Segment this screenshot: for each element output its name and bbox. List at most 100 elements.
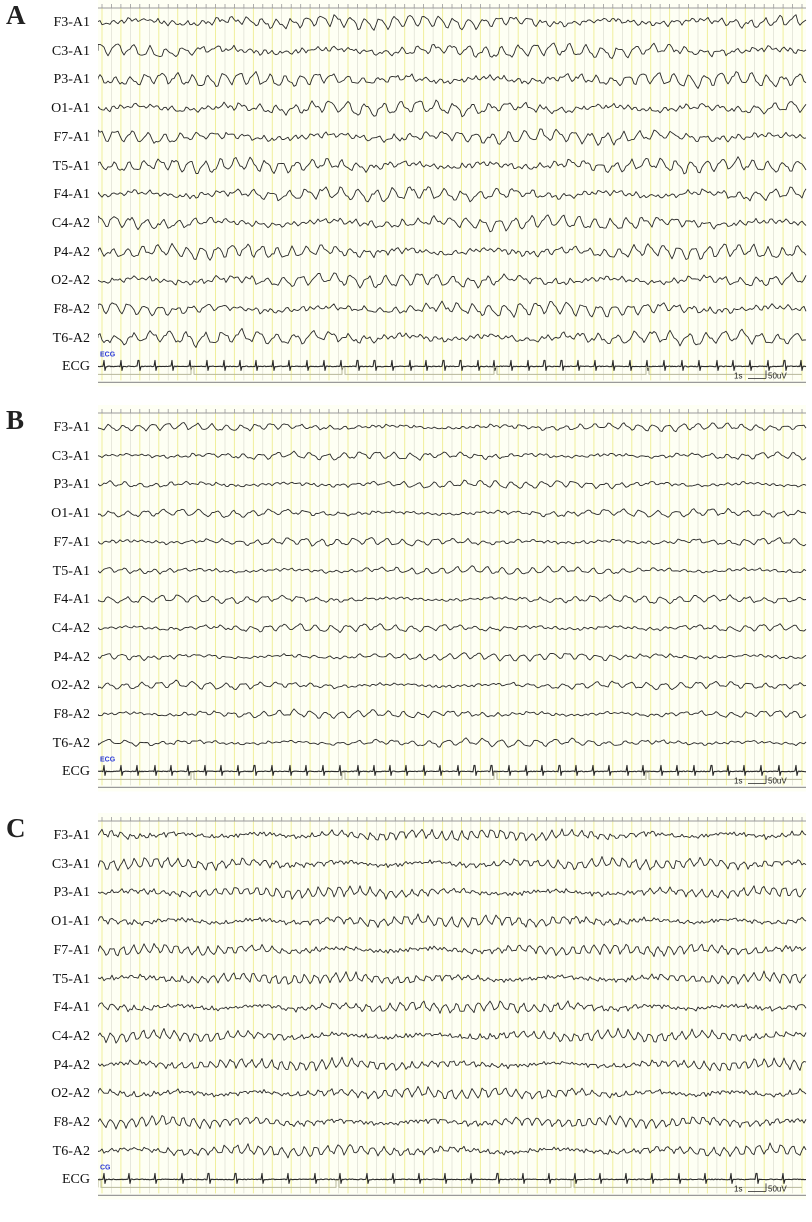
panel-letter: C [6, 813, 26, 843]
eeg-trace-area: ECG 1s 50uV [98, 0, 807, 387]
channel-label: T6-A2 [52, 1143, 90, 1159]
channel-trace [98, 623, 807, 634]
eeg-panel-a: A F3-A1 C3-A1 P3-A1 O1-A1 F7-A1 T5-A1 F4-A1 C4-… [0, 0, 812, 400]
time-ruler [98, 409, 806, 414]
time-ruler [98, 4, 806, 9]
ecg-tag-label: CG [100, 1164, 111, 1171]
scale-amplitude-label: 50uV [768, 1184, 787, 1193]
channel-trace [98, 737, 807, 748]
channel-trace [98, 300, 807, 318]
event-marker-line [98, 366, 802, 375]
scale-time-label: 1s [734, 1184, 742, 1193]
channel-label: F4-A1 [53, 187, 90, 203]
channel-label: F7-A1 [53, 534, 90, 550]
panel-letter: A [6, 0, 26, 30]
channel-trace [98, 327, 807, 348]
channel-trace [98, 242, 807, 261]
channel-trace [98, 1142, 807, 1159]
channel-trace [98, 507, 807, 518]
channel-trace [98, 359, 807, 371]
time-ruler [98, 817, 806, 822]
channel-label: F3-A1 [53, 15, 90, 30]
channel-label: O2-A2 [51, 273, 90, 289]
channel-trace [98, 1027, 807, 1044]
channel-trace [98, 828, 807, 842]
channel-label: C4-A2 [51, 215, 90, 231]
eeg-panel-c: C F3-A1 C3-A1 P3-A1 O1-A1 F7-A1 T5-A1 F4-A1 C4-… [0, 813, 812, 1213]
channel-label: T6-A2 [52, 735, 90, 751]
channel-trace [98, 42, 807, 59]
channel-trace [98, 943, 807, 958]
ecg-tag-label: ECG [100, 351, 116, 358]
channel-label: O2-A2 [51, 678, 90, 694]
channel-label: C4-A2 [51, 1028, 90, 1044]
channel-label-column: F3-A1 C3-A1 P3-A1 O1-A1 F7-A1 T5-A1 F4-A1 C4-A2… [0, 813, 96, 1213]
channel-label: O2-A2 [51, 1086, 90, 1102]
channel-label: F8-A2 [53, 1115, 90, 1130]
channel-label: P4-A2 [53, 244, 90, 260]
grid-lines [101, 821, 803, 1194]
channel-trace [98, 99, 807, 118]
channel-label: ECG [62, 1172, 90, 1188]
channel-label: O1-A1 [51, 914, 90, 930]
channel-trace [98, 1085, 807, 1100]
scale-time-label: 1s [734, 371, 742, 380]
channel-label: T5-A1 [52, 971, 90, 987]
channel-trace [98, 71, 807, 89]
ecg-tag-label: ECG [100, 756, 116, 763]
channel-trace [98, 422, 807, 433]
channel-trace [98, 479, 807, 490]
channel-trace [98, 1000, 807, 1014]
channel-trace [98, 537, 807, 547]
channel-label: C3-A1 [51, 43, 90, 59]
channel-label: ECG [62, 764, 90, 780]
channel-label: C3-A1 [51, 448, 90, 464]
channel-label: F4-A1 [53, 1000, 90, 1016]
channel-label: F7-A1 [53, 942, 90, 958]
channel-label: ECG [62, 359, 90, 375]
channel-trace [98, 856, 807, 872]
channel-trace [98, 214, 807, 233]
channel-trace [98, 594, 807, 605]
channel-trace [98, 652, 807, 662]
channel-label: P4-A2 [53, 1057, 90, 1073]
channel-label: P3-A1 [53, 72, 90, 88]
channel-label: P3-A1 [53, 885, 90, 901]
channel-trace [98, 14, 807, 31]
channel-trace [98, 450, 807, 461]
scale-time-label: 1s [734, 776, 742, 785]
eeg-panel-b: B F3-A1 C3-A1 P3-A1 O1-A1 F7-A1 T5-A1 F4-A1 C4-… [0, 405, 812, 805]
channel-trace [98, 913, 807, 928]
channel-trace [98, 1172, 806, 1184]
channel-label: F8-A2 [53, 302, 90, 317]
eeg-trace-area: ECG 1s 50uV [98, 405, 807, 792]
channel-trace [98, 885, 807, 900]
channel-label: P4-A2 [53, 649, 90, 665]
channel-label: T5-A1 [52, 158, 90, 174]
channel-label: F8-A2 [53, 707, 90, 722]
channel-trace [98, 764, 807, 776]
channel-trace [98, 565, 807, 575]
channel-trace [98, 1056, 807, 1072]
channel-trace [98, 271, 807, 289]
channel-trace [98, 186, 807, 203]
panel-letter: B [6, 405, 25, 435]
channel-label: T5-A1 [52, 563, 90, 579]
channel-label-column: F3-A1 C3-A1 P3-A1 O1-A1 F7-A1 T5-A1 F4-A1 C4-A2… [0, 405, 96, 805]
scale-amplitude-label: 50uV [768, 776, 787, 785]
channel-trace [98, 128, 807, 146]
channel-label: T6-A2 [52, 330, 90, 346]
channel-trace [98, 156, 807, 175]
grid-lines [101, 413, 803, 786]
channel-trace [98, 679, 807, 691]
channel-label: O1-A1 [51, 506, 90, 522]
channel-label: F3-A1 [53, 828, 90, 843]
eeg-trace-area: CG 1s 50uV [98, 813, 807, 1200]
channel-label: F4-A1 [53, 592, 90, 608]
channel-label: C4-A2 [51, 620, 90, 636]
channel-label: F7-A1 [53, 129, 90, 145]
channel-label-column: F3-A1 C3-A1 P3-A1 O1-A1 F7-A1 T5-A1 F4-A1 C4-A2… [0, 0, 96, 400]
channel-trace [98, 708, 807, 719]
event-marker-line [98, 1179, 802, 1188]
channel-trace [98, 970, 807, 985]
